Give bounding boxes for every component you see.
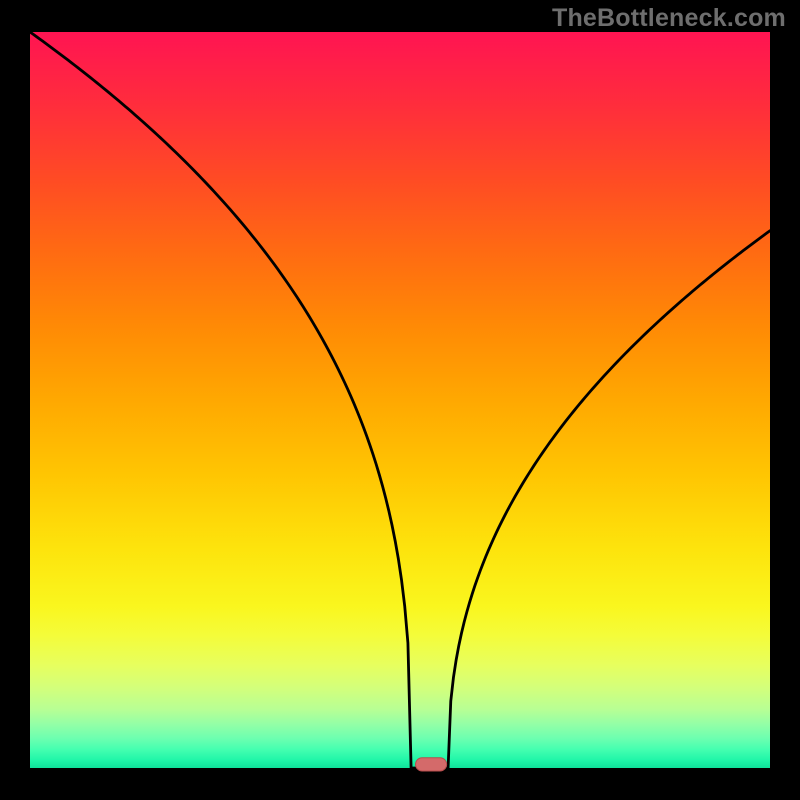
watermark-text: TheBottleneck.com bbox=[552, 4, 786, 33]
bottleneck-curve bbox=[30, 32, 770, 768]
chart-root: TheBottleneck.com bbox=[0, 0, 800, 800]
svg-layer bbox=[0, 0, 800, 800]
bottleneck-marker bbox=[416, 758, 447, 771]
